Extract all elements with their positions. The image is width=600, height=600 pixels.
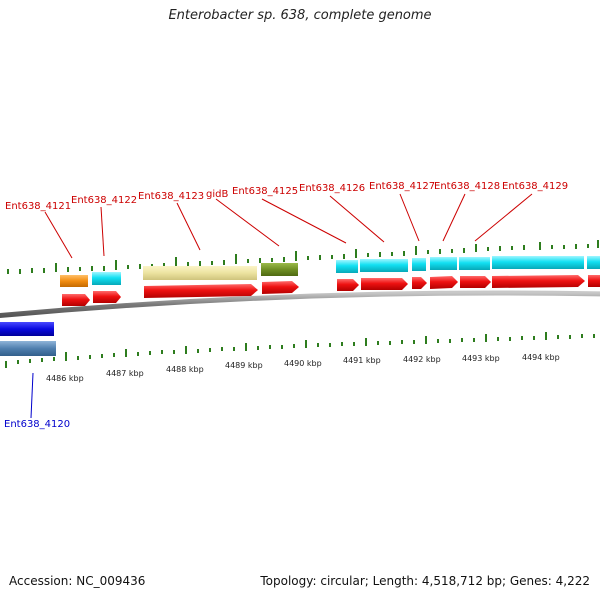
gene-feature-cyan-4129[interactable]: [492, 256, 584, 269]
gene-label-4128[interactable]: Ent638_4128: [434, 181, 500, 192]
map-title: Enterobacter sp. 638, complete genome: [168, 8, 432, 23]
cds-arrow-4121[interactable]: [62, 294, 90, 306]
gene-feature-cyan-4128b[interactable]: [459, 257, 490, 270]
reverse-strand-track: [0, 322, 56, 356]
gene-feature-cyan-4126b[interactable]: [360, 259, 408, 272]
gene-feature-cyan-4128a[interactable]: [430, 257, 457, 270]
cds-arrow-4126a[interactable]: [337, 279, 359, 291]
gene-label-4126[interactable]: Ent638_4126: [299, 183, 365, 194]
gene-label-4122[interactable]: Ent638_4122: [71, 195, 137, 206]
gene-label-4120[interactable]: Ent638_4120: [4, 419, 70, 430]
scale-label-4487: 4487 kbp: [106, 369, 144, 378]
gene-label-4129[interactable]: Ent638_4129: [502, 181, 568, 192]
scale-label-4492: 4492 kbp: [403, 355, 441, 364]
cds-arrow-4129[interactable]: [492, 275, 585, 288]
gene-feature-cyan-4126a[interactable]: [336, 260, 358, 273]
gene-feature-cyan-4127[interactable]: [412, 258, 426, 271]
cds-arrow-4127[interactable]: [412, 277, 427, 289]
gene-feature-khaki-4123[interactable]: [143, 266, 257, 280]
cds-arrow-4123[interactable]: [144, 284, 258, 298]
genome-backbone: [0, 290, 600, 319]
accession-text: Accession: NC_009436: [9, 574, 146, 588]
label-leader-4120: [30, 372, 34, 419]
cds-arrow-4128b[interactable]: [460, 276, 491, 288]
gene-feature-steel-4120[interactable]: [0, 341, 56, 356]
scale-label-4491: 4491 kbp: [343, 356, 381, 365]
gene-feature-orange[interactable]: [60, 275, 88, 287]
scale-label-4490: 4490 kbp: [284, 359, 322, 368]
gene-feature-cyan-4122[interactable]: [92, 272, 121, 285]
scale-label-4486: 4486 kbp: [46, 374, 84, 383]
gene-label-gidb[interactable]: gidB: [206, 189, 228, 200]
cds-arrow-4126b[interactable]: [361, 278, 408, 290]
outer-tick-row: [7, 240, 599, 274]
scale-label-4488: 4488 kbp: [166, 365, 204, 374]
gene-label-4123[interactable]: Ent638_4123: [138, 191, 204, 202]
cds-track: [62, 275, 600, 306]
cds-arrow-4128a[interactable]: [430, 276, 458, 289]
genome-summary-text: Topology: circular; Length: 4,518,712 bp…: [260, 574, 590, 588]
gene-label-4121[interactable]: Ent638_4121: [5, 201, 71, 212]
gene-feature-cyan-4130[interactable]: [587, 256, 600, 269]
scale-label-4489: 4489 kbp: [225, 361, 263, 370]
cds-arrow-4130[interactable]: [588, 275, 600, 287]
gene-feature-olive-gidb[interactable]: [261, 263, 298, 276]
cds-arrow-gidb[interactable]: [262, 281, 299, 294]
gene-label-4125[interactable]: Ent638_4125: [232, 186, 298, 197]
scale-label-4494: 4494 kbp: [522, 353, 560, 362]
cds-reverse-4120[interactable]: [0, 322, 54, 336]
cds-arrow-4122[interactable]: [93, 291, 121, 303]
label-leaders: [44, 193, 533, 259]
scale-label-4493: 4493 kbp: [462, 354, 500, 363]
gene-track: [60, 256, 600, 287]
inner-tick-row: [5, 332, 595, 368]
gene-label-4127[interactable]: Ent638_4127: [369, 181, 435, 192]
